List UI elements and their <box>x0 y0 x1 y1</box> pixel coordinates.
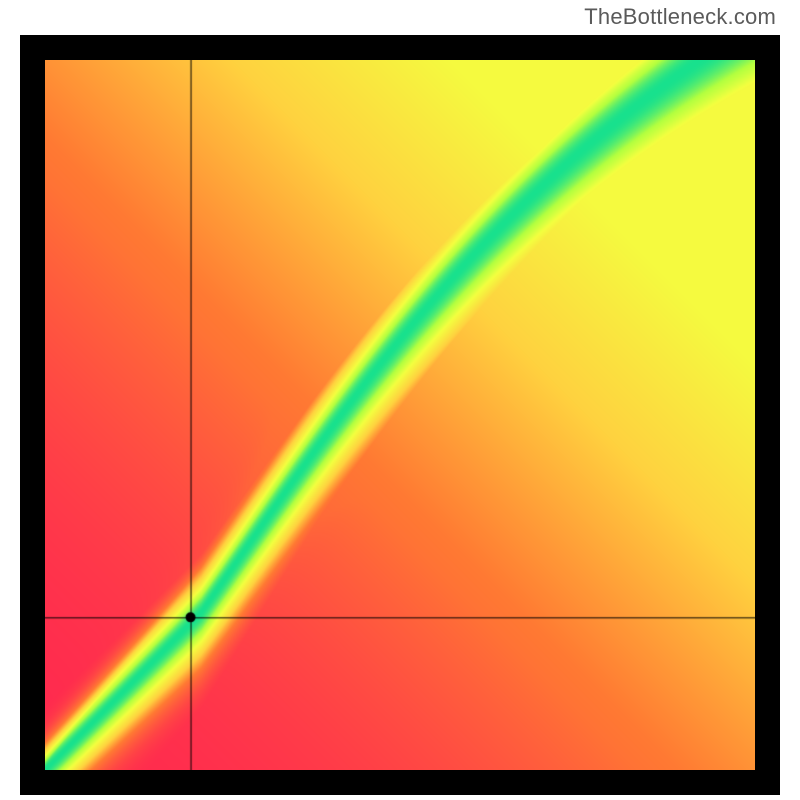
crosshair-overlay <box>45 60 755 770</box>
watermark-text: TheBottleneck.com <box>584 4 776 30</box>
chart-container: TheBottleneck.com <box>0 0 800 800</box>
plot-frame <box>20 35 780 795</box>
